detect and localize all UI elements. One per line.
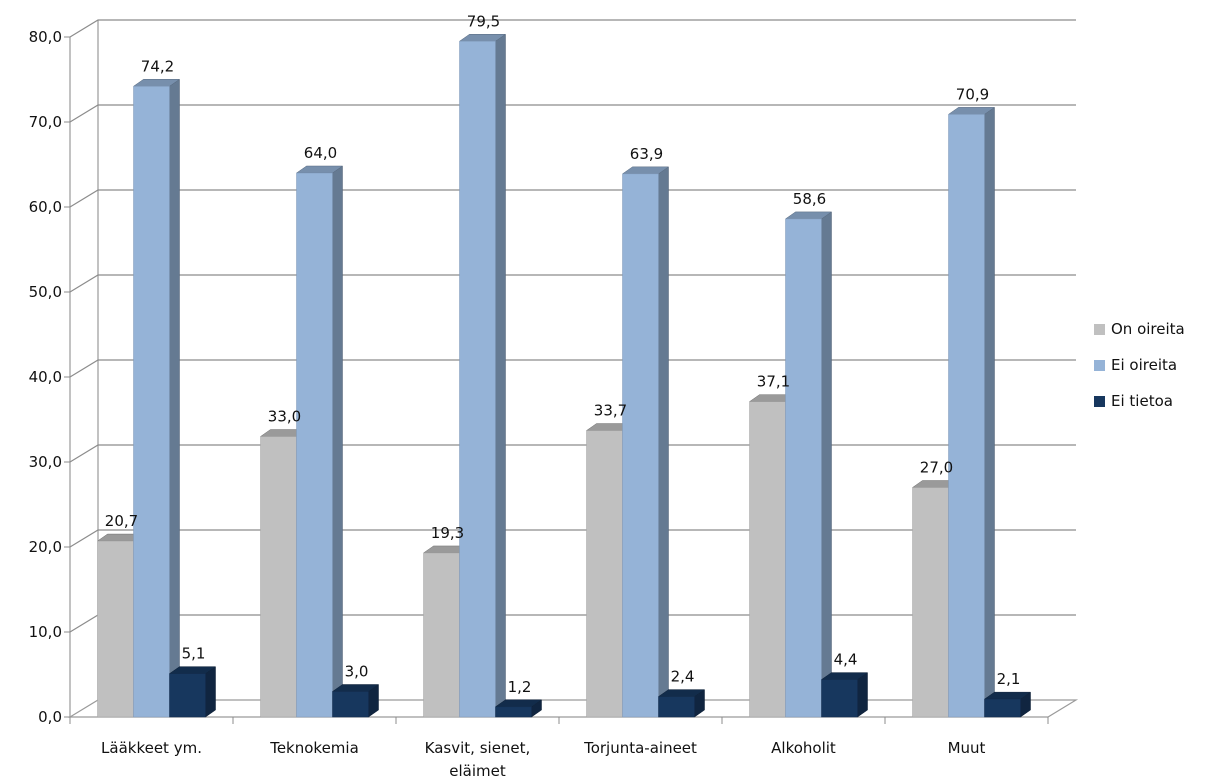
legend: On oireita Ei oireita Ei tietoa [1094,320,1185,410]
data-label: 19,3 [431,524,464,542]
data-labels: 20,7 74,2 5,1 33,0 64,0 3,0 19,3 79,5 1,2 33,7 63,… [105,12,1021,696]
data-label: 3,0 [345,663,369,681]
bar-ei-oireita [458,33,507,718]
category-label: Alkoholit [771,739,836,757]
data-label: 2,1 [997,670,1021,688]
bar-ei-tietoa [168,666,217,718]
bar-front-face [459,41,496,718]
category-label: Torjunta-aineet [583,739,697,757]
bar-front-face [984,698,1021,718]
legend-swatch [1094,396,1105,407]
legend-swatch [1094,360,1105,371]
data-label: 33,7 [594,402,627,420]
bar-side-face [821,211,832,718]
y-tick-label: 10,0 [29,623,62,641]
bar-side-face [169,78,180,718]
gridline [69,274,1076,293]
y-tick-label: 0,0 [38,708,62,726]
bar-front-face [423,552,460,718]
y-axis-ticks: 0,0 10,0 20,0 30,0 40,0 50,0 60,0 70,0 80,0 [29,28,70,726]
bar-ei-tietoa [494,699,543,718]
data-label: 20,7 [105,512,138,530]
bar-ei-tietoa [983,691,1032,718]
bar-front-face [912,487,949,718]
bar-front-face [495,706,532,718]
bar-front-face [296,172,333,718]
data-label: 64,0 [304,144,337,162]
y-tick-label: 60,0 [29,198,62,216]
legend-label: Ei oireita [1111,356,1177,374]
bar-ei-tietoa [331,684,380,718]
data-label: 4,4 [834,651,858,669]
bar-ei-oireita [784,211,833,718]
bar-front-face [97,540,134,718]
data-label: 27,0 [920,459,953,477]
y-tick-label: 80,0 [29,28,62,46]
gridline [69,359,1076,378]
bar-ei-oireita [621,166,670,718]
bar-ei-oireita [295,165,344,718]
data-label: 5,1 [182,645,206,663]
category-labels: Lääkkeet ym. Teknokemia Kasvit, sienet, elä… [69,717,1049,780]
bar-ei-tietoa [657,689,706,718]
bar-front-face [586,430,623,718]
bar-side-face [332,165,343,718]
legend-label: On oireita [1111,320,1185,338]
data-label: 79,5 [467,12,500,30]
gridline [69,19,1076,38]
bar-ei-oireita [132,78,181,718]
bar-side-face [658,166,669,718]
bar-front-face [169,673,206,718]
legend-swatch [1094,324,1105,335]
category-label: Muut [948,739,986,757]
legend-item: Ei oireita [1094,356,1177,374]
bar-side-face [984,106,995,718]
bar-front-face [821,679,858,718]
y-tick-label: 30,0 [29,453,62,471]
data-label: 2,4 [671,668,695,686]
bar-front-face [622,173,659,718]
data-label: 70,9 [956,85,989,103]
y-tick-label: 50,0 [29,283,62,301]
bar-ei-oireita [947,106,996,718]
data-label: 33,0 [268,408,301,426]
y-tick-label: 20,0 [29,538,62,556]
data-label: 58,6 [793,190,826,208]
bar-front-face [133,86,170,718]
bar-front-face [260,436,297,718]
bar-front-face [749,401,786,718]
data-label: 63,9 [630,145,663,163]
y-tick-label: 70,0 [29,113,62,131]
bar-front-face [332,691,369,718]
bar-front-face [785,218,822,718]
gridlines [69,19,1076,633]
bar-front-face [948,114,985,718]
legend-label: Ei tietoa [1111,392,1173,410]
gridline [69,189,1076,208]
bar-ei-tietoa [820,672,869,718]
category-label: Kasvit, sienet, eläimet [425,739,531,780]
data-label: 1,2 [508,678,532,696]
bar-front-face [658,696,695,718]
category-label: Teknokemia [269,739,359,757]
data-label: 74,2 [141,57,174,75]
legend-item: On oireita [1094,320,1185,338]
bar-side-face [857,672,868,718]
category-label: Lääkkeet ym. [101,739,202,757]
legend-item: Ei tietoa [1094,392,1173,410]
bar-side-face [495,33,506,718]
y-tick-label: 40,0 [29,368,62,386]
gridline [69,104,1076,123]
data-label: 37,1 [757,373,790,391]
bars [96,33,1032,718]
bar-side-face [205,666,216,718]
